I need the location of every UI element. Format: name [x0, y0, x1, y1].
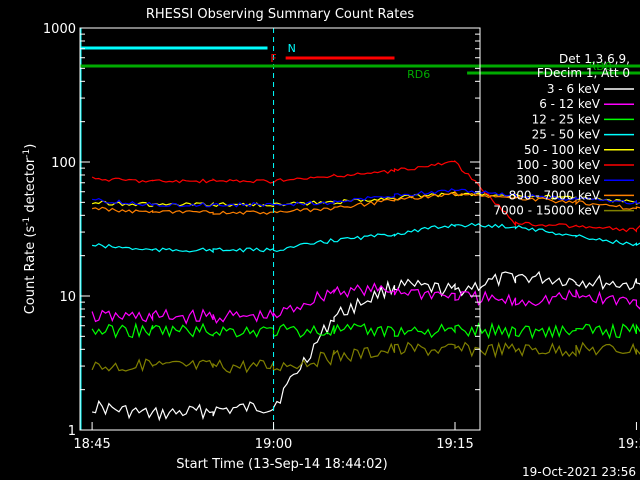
flag-label: RD0	[589, 60, 612, 73]
x-tick-label: 19:30	[618, 437, 640, 452]
y-axis: 1 10 100 1000	[43, 22, 480, 439]
flag-label: N	[288, 42, 296, 55]
plot-area: NFRD0RD6S	[80, 28, 640, 430]
series-line	[91, 321, 640, 340]
y-axis-label-sup2: -1	[22, 149, 32, 158]
legend-label: 12 - 25 keV	[532, 112, 601, 126]
y-tick-label: 100	[51, 156, 76, 171]
series-line	[91, 222, 640, 254]
chart-title: RHESSI Observing Summary Count Rates	[146, 7, 415, 22]
legend-header-line2: FDecim 1, Att 0	[537, 66, 630, 80]
y-axis-label-mid: detector	[23, 157, 38, 217]
legend-label: 100 - 300 keV	[516, 158, 600, 172]
series-line	[91, 341, 640, 374]
legend-label: 6 - 12 keV	[539, 97, 601, 111]
y-axis-label-end: )	[23, 144, 38, 149]
y-axis-label-sup1: -1	[22, 217, 32, 226]
legend-label: 7000 - 15000 keV	[493, 204, 600, 218]
legend-label: 3 - 6 keV	[547, 82, 601, 96]
x-tick-label: 19:15	[436, 437, 473, 452]
legend-header-line1: Det 1,3,6,9,	[559, 52, 630, 66]
timestamp: 19-Oct-2021 23:56	[522, 465, 636, 479]
series-line	[91, 190, 640, 215]
series-line	[91, 188, 640, 208]
y-axis-label-main: Count Rate (s	[23, 226, 38, 315]
plot-frame	[79, 27, 481, 431]
y-tick-label: 1000	[43, 22, 76, 37]
y-tick-label: 10	[59, 290, 76, 305]
legend-label: 300 - 800 keV	[516, 173, 600, 187]
x-axis-label: Start Time (13-Sep-14 18:44:02)	[176, 457, 387, 472]
series-line	[91, 270, 640, 422]
flag-label: RD6	[407, 68, 430, 81]
flag-label: F	[270, 52, 276, 65]
legend-label: 50 - 100 keV	[524, 143, 601, 157]
series-line	[91, 159, 640, 233]
legend-label: 800 - 7000 keV	[509, 188, 601, 202]
x-tick-label: 18:45	[73, 437, 110, 452]
series-line	[91, 282, 640, 325]
legend: Det 1,3,6,9, FDecim 1, Att 0 3 - 6 keV6 …	[493, 52, 634, 218]
y-axis-label: Count Rate (s-1 detector-1)	[22, 144, 38, 315]
legend-label: 25 - 50 keV	[532, 128, 601, 142]
x-tick-label: 19:00	[255, 437, 292, 452]
y-tick-label: 1	[68, 424, 76, 439]
